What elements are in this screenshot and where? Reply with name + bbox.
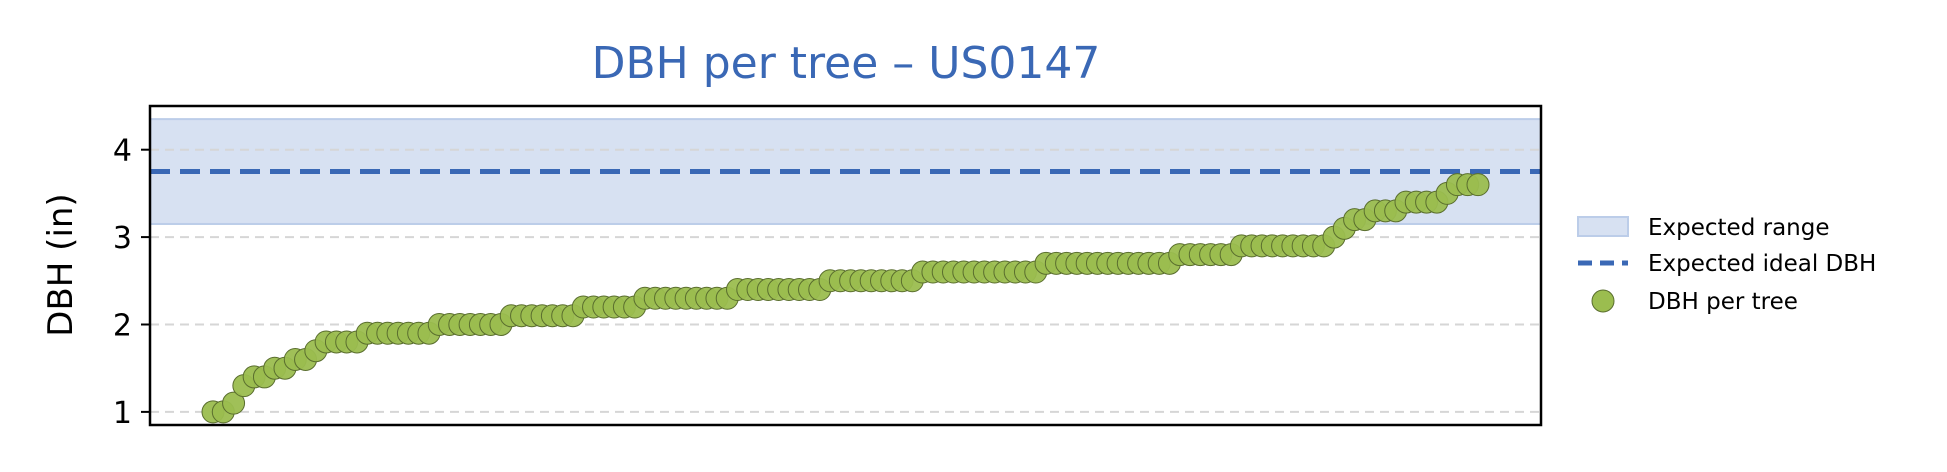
y-tick-label: 4 bbox=[113, 134, 132, 169]
chart-title: DBH per tree – US0147 bbox=[592, 38, 1101, 89]
y-tick-label: 2 bbox=[113, 308, 132, 343]
y-tick-label: 3 bbox=[113, 221, 132, 256]
legend-label-points: DBH per tree bbox=[1648, 289, 1798, 315]
legend-label-ideal: Expected ideal DBH bbox=[1648, 251, 1876, 277]
plot-area: 1 2 3 4 bbox=[113, 104, 1543, 431]
legend: Expected range Expected ideal DBH DBH per … bbox=[1577, 215, 1876, 315]
plot-frame bbox=[148, 104, 1543, 427]
legend-swatch-range bbox=[1577, 216, 1629, 237]
data-point bbox=[1466, 173, 1490, 197]
y-axis-label: DBH (in) bbox=[41, 193, 81, 336]
legend-swatch-points bbox=[1591, 289, 1615, 313]
data-point bbox=[222, 391, 246, 415]
legend-label-range: Expected range bbox=[1648, 215, 1830, 241]
y-tick-label: 1 bbox=[113, 396, 132, 431]
